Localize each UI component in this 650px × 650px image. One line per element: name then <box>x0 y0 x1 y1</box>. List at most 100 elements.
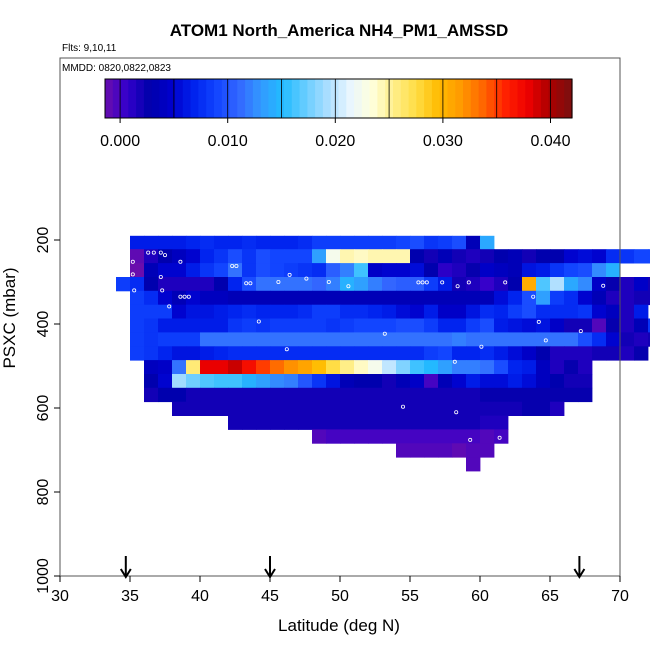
heatmap-cell <box>410 374 425 389</box>
heatmap-cell <box>424 443 439 458</box>
heatmap-cell <box>564 374 579 389</box>
heatmap-cell <box>130 263 145 278</box>
heatmap-cell <box>354 374 369 389</box>
heatmap-cell <box>200 360 215 375</box>
track-point <box>162 253 167 258</box>
heatmap-cell <box>214 387 229 403</box>
heatmap-cell <box>312 249 327 264</box>
track-point <box>234 263 239 268</box>
heatmap-cell <box>382 332 397 347</box>
heatmap-cell <box>382 290 397 306</box>
track-point <box>158 250 163 255</box>
heatmap-cell <box>536 263 551 278</box>
heatmap-cell <box>284 401 299 416</box>
heatmap-cell <box>396 318 411 333</box>
heatmap-cell <box>550 346 565 361</box>
heatmap-cell <box>452 443 467 458</box>
heatmap-cell <box>214 332 229 347</box>
colorbar-tick-label: 0.020 <box>315 133 355 150</box>
heatmap-cell <box>256 401 271 416</box>
heatmap-cell <box>270 374 285 389</box>
heatmap-cell <box>396 249 411 264</box>
heatmap-cell <box>480 277 495 292</box>
heatmap-cell <box>284 304 299 319</box>
heatmap-cell <box>396 235 411 251</box>
heatmap-cell <box>606 346 621 361</box>
heatmap-cell <box>242 332 257 347</box>
heatmap-cell <box>438 332 453 347</box>
colorbar-segment <box>408 79 417 118</box>
heatmap-cell <box>340 304 355 319</box>
heatmap-cell <box>340 429 355 444</box>
colorbar-segment <box>486 79 495 118</box>
track-point <box>132 288 137 293</box>
heatmap-cell <box>326 277 341 292</box>
heatmap-cell <box>522 360 537 375</box>
heatmap-cell <box>578 360 593 375</box>
heatmap-cell <box>410 415 425 430</box>
heatmap-cell <box>270 360 285 375</box>
track-point <box>256 319 261 324</box>
x-tick-label: 60 <box>471 588 489 605</box>
heatmap-cell <box>186 318 201 333</box>
track-point <box>158 274 163 279</box>
colorbar-segment <box>548 79 557 118</box>
heatmap-cell <box>438 290 453 306</box>
colorbar-segment <box>268 79 277 118</box>
heatmap-cell <box>522 374 537 389</box>
colorbar-segment <box>564 79 573 118</box>
track-point <box>230 263 235 268</box>
heatmap-cell <box>382 249 397 264</box>
colorbar-segment <box>431 79 441 118</box>
heatmap-cells <box>116 235 650 472</box>
heatmap-cell <box>592 304 607 319</box>
x-tick-label: 35 <box>121 588 139 605</box>
heatmap-cell <box>256 360 271 375</box>
heatmap-cell <box>214 318 229 333</box>
heatmap-cell <box>228 290 243 306</box>
heatmap-cell <box>284 277 299 292</box>
heatmap-cell <box>466 235 481 251</box>
heatmap-cell <box>480 318 495 333</box>
colorbar-segment <box>361 79 371 118</box>
heatmap-cell <box>466 318 481 333</box>
heatmap-cell <box>284 249 299 264</box>
heatmap-cell <box>494 429 509 444</box>
heatmap-cell <box>368 304 383 319</box>
heatmap-cell <box>312 429 327 444</box>
track-point <box>452 359 457 364</box>
heatmap-cell <box>298 263 313 278</box>
heatmap-cell <box>312 263 327 278</box>
heatmap-cell <box>284 318 299 333</box>
heatmap-cell <box>466 304 481 319</box>
heatmap-cell <box>438 374 453 389</box>
heatmap-cell <box>144 263 159 278</box>
colorbar-segment <box>214 79 223 118</box>
heatmap-cell <box>172 249 187 264</box>
track-point <box>284 347 289 352</box>
heatmap-cell <box>298 374 313 389</box>
heatmap-cell <box>298 277 313 292</box>
heatmap-cell <box>158 360 173 375</box>
heatmap-cell <box>396 374 411 389</box>
track-point <box>130 272 135 277</box>
heatmap-cell <box>172 346 187 361</box>
heatmap-cell <box>200 374 215 389</box>
heatmap-cell <box>480 443 495 458</box>
heatmap-cell <box>312 318 327 333</box>
track-point <box>543 338 548 343</box>
heatmap-cell <box>242 401 257 416</box>
heatmap-cell <box>228 346 243 361</box>
colorbar-segment <box>315 79 324 118</box>
heatmap-cell <box>298 346 313 361</box>
heatmap-cell <box>494 318 509 333</box>
track-point <box>151 250 156 255</box>
track-point <box>552 426 557 431</box>
heatmap-cell <box>368 318 383 333</box>
heatmap-cell <box>256 332 271 347</box>
heatmap-cell <box>564 304 579 319</box>
track-point <box>440 280 445 285</box>
colorbar-segment <box>424 79 433 118</box>
heatmap-cell <box>158 332 173 347</box>
heatmap-cell <box>564 387 579 403</box>
